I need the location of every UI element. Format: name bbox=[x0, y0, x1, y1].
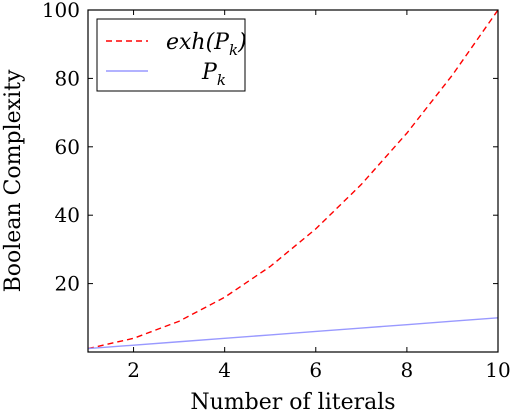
series-line-0 bbox=[87, 9, 499, 350]
y-tick-label-20: 20 bbox=[55, 272, 80, 296]
legend-label-p-sub: k bbox=[217, 71, 226, 89]
y-tick-label-100: 100 bbox=[42, 0, 80, 22]
legend-label-p-main: P bbox=[201, 60, 218, 85]
legend-box bbox=[96, 18, 246, 92]
legend-label-exh-main: exh(P bbox=[166, 30, 230, 55]
y-tick-label-60: 60 bbox=[55, 135, 80, 159]
x-tick-label-6: 6 bbox=[309, 358, 322, 382]
ticks-layer: 2 4 6 8 10 20 40 60 80 100 bbox=[42, 0, 511, 382]
y-tick-label-80: 80 bbox=[55, 66, 80, 90]
x-tick-label-2: 2 bbox=[127, 358, 140, 382]
legend-label-exh: exh(Pk) bbox=[166, 30, 247, 59]
x-axis-label: Number of literals bbox=[190, 390, 395, 414]
series-line-1 bbox=[87, 317, 499, 350]
y-axis-label: Boolean Complexity bbox=[1, 69, 26, 292]
legend-label-exh-sub: k bbox=[229, 41, 238, 59]
legend: exh(Pk) Pk bbox=[96, 18, 247, 92]
x-tick-label-10: 10 bbox=[485, 358, 510, 382]
legend-label-exh-close: ) bbox=[237, 30, 247, 55]
x-tick-label-8: 8 bbox=[401, 358, 414, 382]
plot-frame bbox=[87, 9, 499, 353]
series-layer bbox=[87, 9, 499, 350]
legend-label-p: Pk bbox=[201, 60, 226, 89]
x-tick-label-4: 4 bbox=[218, 358, 231, 382]
y-tick-label-40: 40 bbox=[55, 203, 80, 227]
